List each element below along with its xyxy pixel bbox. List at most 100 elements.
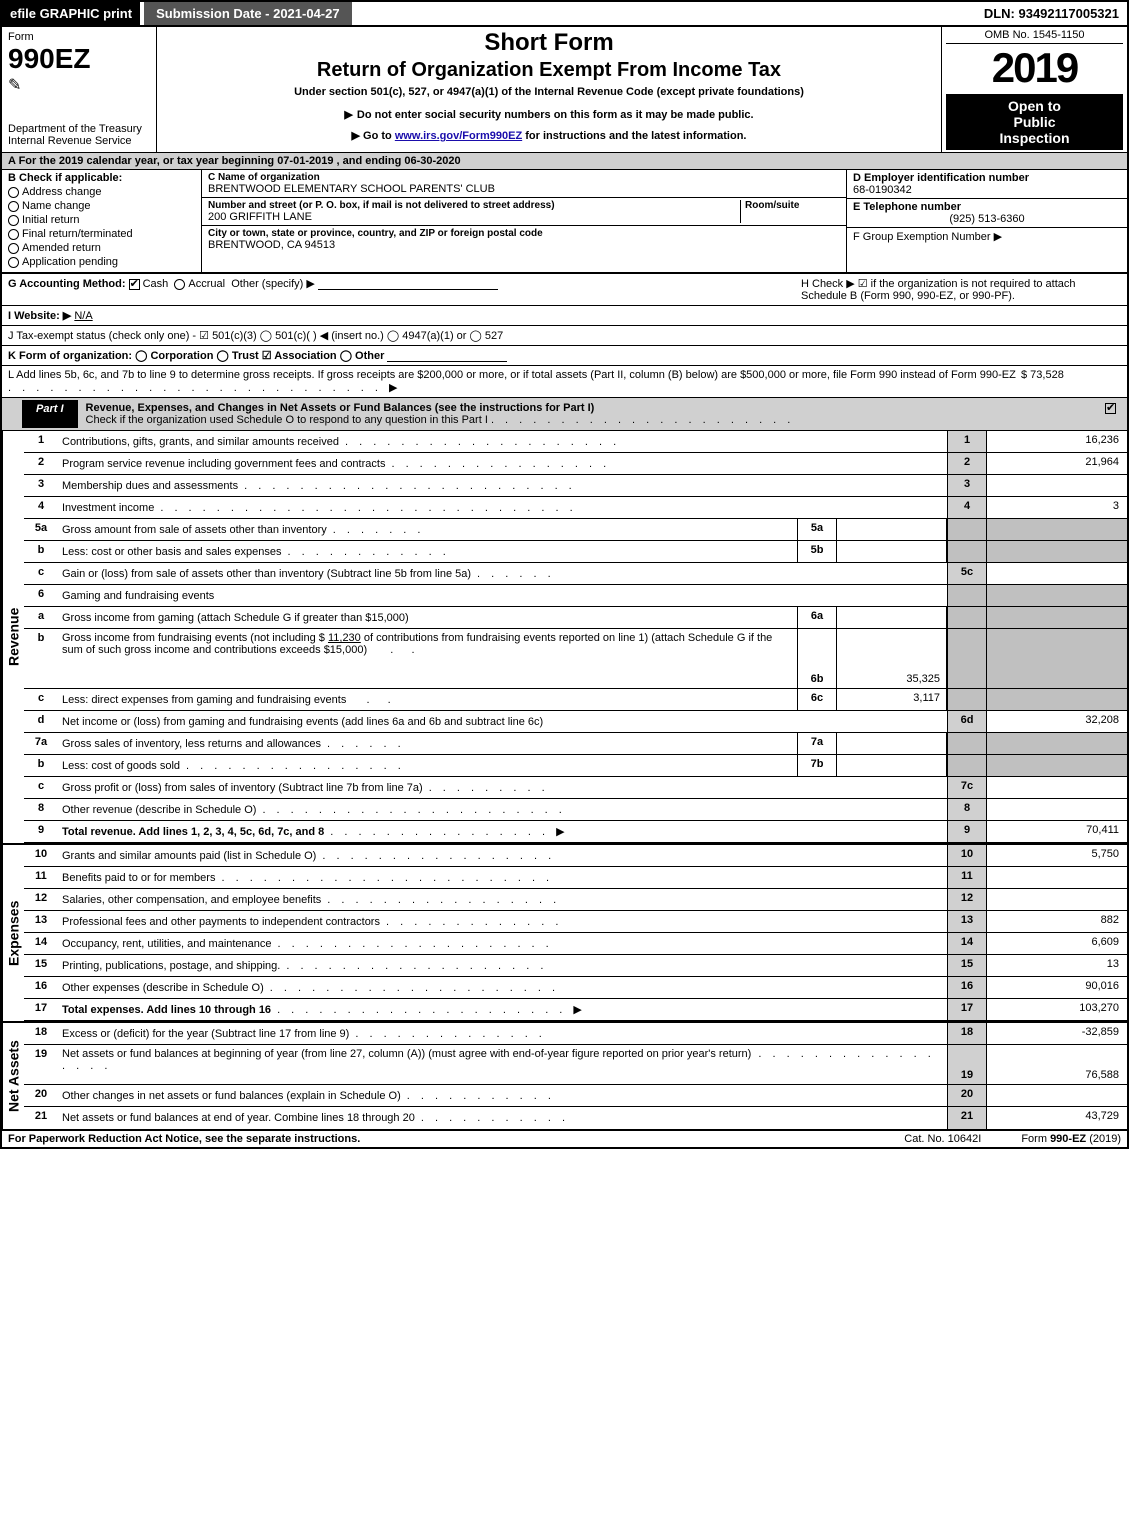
line-15: 15 Printing, publications, postage, and … bbox=[24, 955, 1127, 977]
line-6c: c Less: direct expenses from gaming and … bbox=[24, 689, 1127, 711]
ln14-num: 14 bbox=[24, 933, 58, 954]
ln17-desc: Total expenses. Add lines 10 through 16 bbox=[62, 1004, 271, 1016]
ln5b-desc: Less: cost or other basis and sales expe… bbox=[62, 546, 282, 558]
header-center: Short Form Return of Organization Exempt… bbox=[157, 27, 942, 152]
chk-address-change[interactable]: Address change bbox=[8, 186, 195, 198]
ln6b-desc1: Gross income from fundraising events (no… bbox=[62, 632, 328, 644]
line-8: 8 Other revenue (describe in Schedule O)… bbox=[24, 799, 1127, 821]
ln6c-mn: 6c bbox=[797, 689, 837, 710]
k-text: K Form of organization: ◯ Corporation ◯ … bbox=[8, 350, 384, 362]
part-1-title: Revenue, Expenses, and Changes in Net As… bbox=[86, 402, 595, 414]
ln18-rn: 18 bbox=[947, 1023, 987, 1044]
ln8-num: 8 bbox=[24, 799, 58, 820]
ln7c-num: c bbox=[24, 777, 58, 798]
g-cash: Cash bbox=[143, 278, 169, 290]
line-20: 20 Other changes in net assets or fund b… bbox=[24, 1085, 1127, 1107]
header-left: Form 990EZ ✎ Department of the Treasury … bbox=[2, 27, 157, 152]
expenses-group: Expenses 10 Grants and similar amounts p… bbox=[0, 843, 1129, 1021]
line-g: G Accounting Method: Cash Accrual Other … bbox=[8, 277, 791, 302]
line-21: 21 Net assets or fund balances at end of… bbox=[24, 1107, 1127, 1129]
ln7a-rv-shaded bbox=[987, 733, 1127, 754]
ln21-rv: 43,729 bbox=[987, 1107, 1127, 1129]
line-5c: c Gain or (loss) from sale of assets oth… bbox=[24, 563, 1127, 585]
ln8-rn: 8 bbox=[947, 799, 987, 820]
chk-final-return[interactable]: Final return/terminated bbox=[8, 228, 195, 240]
line-5a: 5a Gross amount from sale of assets othe… bbox=[24, 519, 1127, 541]
submission-date: Submission Date - 2021-04-27 bbox=[144, 2, 352, 25]
ln7c-desc: Gross profit or (loss) from sales of inv… bbox=[62, 782, 423, 794]
chk-name-change[interactable]: Name change bbox=[8, 200, 195, 212]
l-text: L Add lines 5b, 6c, and 7b to line 9 to … bbox=[8, 369, 1016, 381]
chk-amended-return[interactable]: Amended return bbox=[8, 242, 195, 254]
line-10: 10 Grants and similar amounts paid (list… bbox=[24, 845, 1127, 867]
d-ein-label: D Employer identification number bbox=[853, 172, 1121, 184]
part-1-checkbox[interactable] bbox=[1105, 403, 1116, 414]
ln12-desc: Salaries, other compensation, and employ… bbox=[62, 894, 321, 906]
ln21-desc: Net assets or fund balances at end of ye… bbox=[62, 1112, 415, 1124]
footer-left: For Paperwork Reduction Act Notice, see … bbox=[8, 1133, 864, 1145]
chk-initial-return[interactable]: Initial return bbox=[8, 214, 195, 226]
ln9-desc: Total revenue. Add lines 1, 2, 3, 4, 5c,… bbox=[62, 826, 324, 838]
line-2: 2 Program service revenue including gove… bbox=[24, 453, 1127, 475]
ein-value: 68-0190342 bbox=[853, 184, 1121, 196]
g-other-blank[interactable] bbox=[318, 289, 498, 290]
ln6c-mv: 3,117 bbox=[837, 689, 947, 710]
ln6c-num: c bbox=[24, 689, 58, 710]
ln20-rn: 20 bbox=[947, 1085, 987, 1106]
ln16-desc: Other expenses (describe in Schedule O) bbox=[62, 982, 264, 994]
info-block: B Check if applicable: Address change Na… bbox=[0, 170, 1129, 274]
net-assets-side-label: Net Assets bbox=[2, 1023, 24, 1129]
ln1-num: 1 bbox=[24, 431, 58, 452]
ln9-rv: 70,411 bbox=[987, 821, 1127, 842]
line-7c: c Gross profit or (loss) from sales of i… bbox=[24, 777, 1127, 799]
box-def: D Employer identification number 68-0190… bbox=[847, 170, 1127, 272]
ln6-rv-shaded bbox=[987, 585, 1127, 606]
g-accrual-checkbox[interactable] bbox=[174, 279, 185, 290]
form-header: Form 990EZ ✎ Department of the Treasury … bbox=[0, 27, 1129, 152]
k-other-blank[interactable] bbox=[387, 361, 507, 362]
ln4-desc: Investment income bbox=[62, 502, 154, 514]
ln20-num: 20 bbox=[24, 1085, 58, 1106]
city-state-zip: BRENTWOOD, CA 94513 bbox=[208, 239, 840, 251]
ln7b-rn-shaded bbox=[947, 755, 987, 776]
ln13-rv: 882 bbox=[987, 911, 1127, 932]
i-label: I Website: ▶ bbox=[8, 310, 71, 322]
net-assets-group: Net Assets 18 Excess or (deficit) for th… bbox=[0, 1021, 1129, 1130]
ln5c-rv bbox=[987, 563, 1127, 584]
ln11-rn: 11 bbox=[947, 867, 987, 888]
ln1-desc: Contributions, gifts, grants, and simila… bbox=[62, 436, 339, 448]
e-tel-label: E Telephone number bbox=[853, 201, 1121, 213]
chk-application-pending[interactable]: Application pending bbox=[8, 256, 195, 268]
line-k: K Form of organization: ◯ Corporation ◯ … bbox=[0, 346, 1129, 366]
ln6a-mv bbox=[837, 607, 947, 628]
ln7a-rn-shaded bbox=[947, 733, 987, 754]
revenue-group: Revenue 1 Contributions, gifts, grants, … bbox=[0, 431, 1129, 843]
box-c: C Name of organization BRENTWOOD ELEMENT… bbox=[202, 170, 847, 272]
ln13-rn: 13 bbox=[947, 911, 987, 932]
g-cash-checkbox[interactable] bbox=[129, 279, 140, 290]
line-17: 17 Total expenses. Add lines 10 through … bbox=[24, 999, 1127, 1021]
ln18-num: 18 bbox=[24, 1023, 58, 1044]
ln5a-mn: 5a bbox=[797, 519, 837, 540]
ln3-rn: 3 bbox=[947, 475, 987, 496]
c-name-label: C Name of organization bbox=[208, 172, 840, 183]
ln11-rv bbox=[987, 867, 1127, 888]
line-12: 12 Salaries, other compensation, and emp… bbox=[24, 889, 1127, 911]
ln14-rv: 6,609 bbox=[987, 933, 1127, 954]
box-b: B Check if applicable: Address change Na… bbox=[2, 170, 202, 272]
ln6-rn-shaded bbox=[947, 585, 987, 606]
footer-right: Form 990-EZ (2019) bbox=[1021, 1133, 1121, 1145]
ln7a-num: 7a bbox=[24, 733, 58, 754]
ln2-num: 2 bbox=[24, 453, 58, 474]
line-7a: 7a Gross sales of inventory, less return… bbox=[24, 733, 1127, 755]
ln16-num: 16 bbox=[24, 977, 58, 998]
ln7b-rv-shaded bbox=[987, 755, 1127, 776]
ln18-desc: Excess or (deficit) for the year (Subtra… bbox=[62, 1028, 349, 1040]
ln5b-num: b bbox=[24, 541, 58, 562]
goto-link[interactable]: www.irs.gov/Form990EZ bbox=[395, 130, 522, 142]
ln6d-desc: Net income or (loss) from gaming and fun… bbox=[62, 716, 543, 728]
ln1-rn: 1 bbox=[947, 431, 987, 452]
ln6b-rn-shaded bbox=[947, 629, 987, 688]
ln11-desc: Benefits paid to or for members bbox=[62, 872, 215, 884]
dln-label: DLN: 93492117005321 bbox=[976, 2, 1127, 25]
